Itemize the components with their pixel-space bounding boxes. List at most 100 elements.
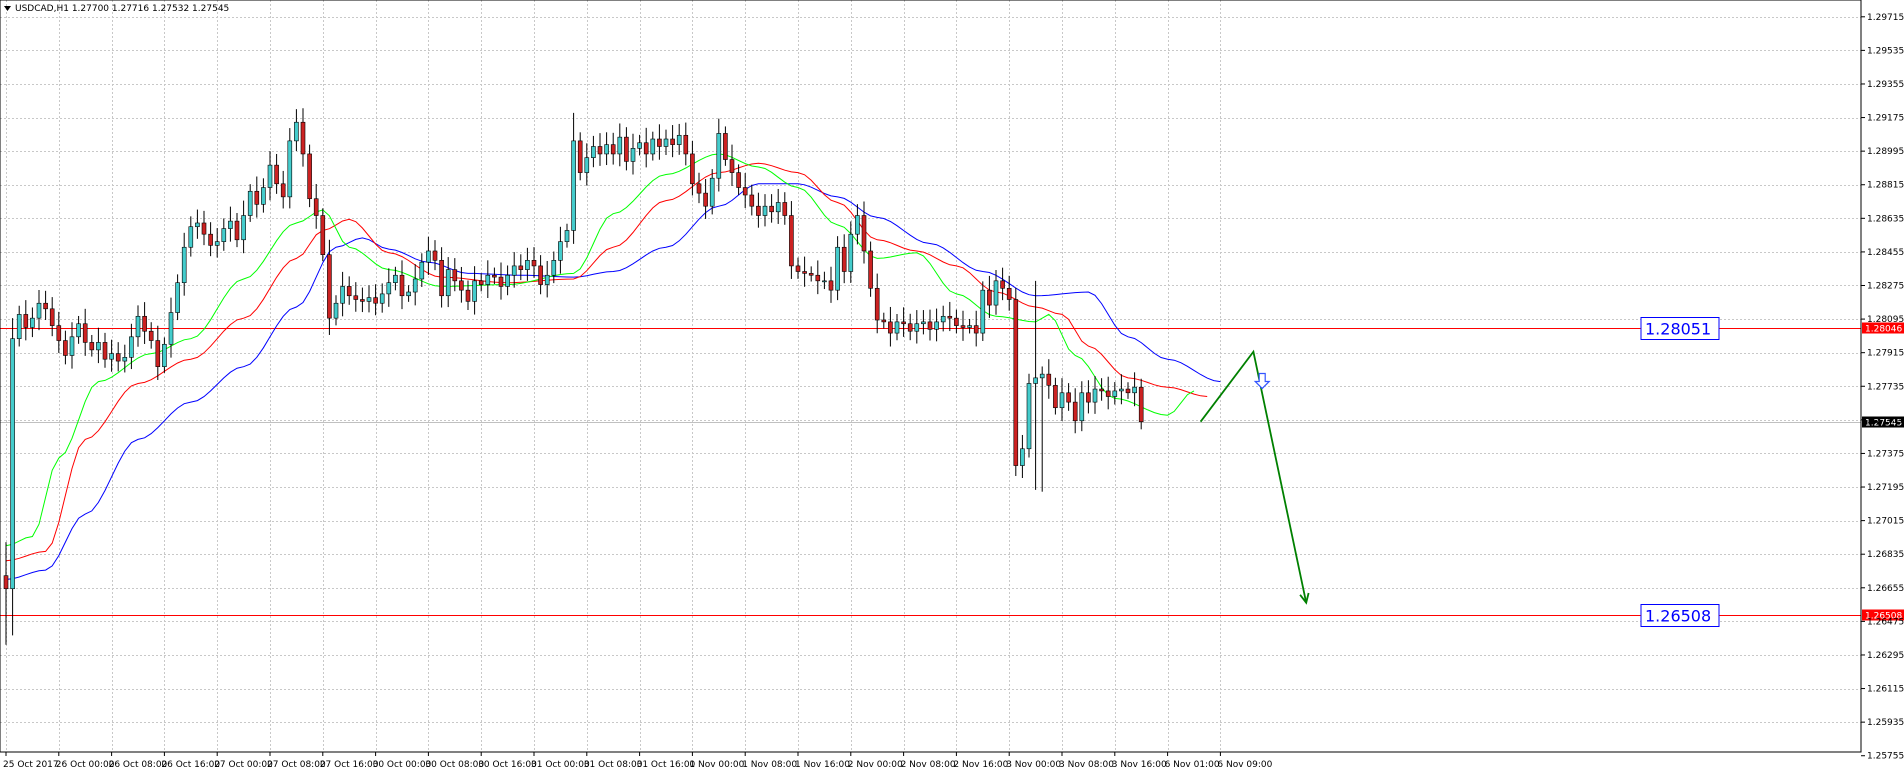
candle-bear [518,265,524,270]
candle-bear [82,323,88,343]
x-tick-label: 30 Oct 16:00 [478,760,537,770]
candle-bull [835,246,840,291]
candle-bear [657,138,662,147]
y-tick-label: 1.26835 [1867,550,1904,560]
x-tick-label: 2 Nov 16:00 [953,760,1008,770]
candle-bear [729,159,735,173]
x-tick-label: 2 Nov 00:00 [848,760,903,770]
candle-bear [610,144,616,155]
y-tick-label: 1.27375 [1867,449,1904,459]
down-arrow-icon[interactable] [1253,372,1271,390]
y-tick-label: 1.26655 [1867,584,1904,594]
candle-bear [789,215,794,267]
candle-bull [426,250,431,263]
y-tick-label: 1.27015 [1867,517,1904,527]
candle-bull [485,274,491,285]
y-tick-label: 1.25755 [1867,752,1904,762]
candle-bear [1072,401,1078,422]
candle-bull [69,336,75,356]
candle-bear [327,254,332,319]
candle-bear [142,315,147,332]
candle-bear [881,319,887,323]
candle-bear [89,342,95,351]
horizontal-levels[interactable]: 1.28046 1.28051 1.26508 1.26508 1.27545 [0,317,1904,627]
candle-bull [214,241,220,246]
candle-bear [373,297,378,304]
candle-bull [967,325,972,328]
candle-bear [1086,392,1091,403]
candle-bull [162,343,167,367]
candle-bull [1132,386,1137,394]
candle-bull [775,202,781,213]
y-tick-label: 1.29355 [1867,80,1904,90]
candle-bear [1138,386,1144,423]
candle-bear [56,325,62,341]
chart-header: USDCAD,H1 1.27700 1.27716 1.27532 1.2754… [4,4,229,14]
candle-bear [432,250,438,261]
candle-bull [181,246,187,283]
level-label-box[interactable] [1640,317,1720,340]
candle-bull [96,342,101,351]
candle-bull [1033,377,1038,384]
candle-bull [168,312,174,345]
candle-bear [452,269,458,282]
projection-drawing[interactable] [1199,349,1310,605]
candle-bull [36,302,42,319]
candle-bull [604,144,609,155]
x-tick-label: 6 Nov 09:00 [1217,760,1272,770]
candle-bear [201,222,207,235]
candle-bull [762,205,768,216]
candle-bull [1059,392,1065,409]
candle-bull [709,177,715,207]
candle-bull [30,317,35,328]
candle-bear [254,190,260,205]
x-tick-label: 27 Oct 00:00 [214,760,273,770]
candle-bear [888,321,893,334]
candle-bear [624,136,629,162]
candle-bear [643,142,649,155]
level-label-box[interactable] [1640,604,1720,627]
y-tick-label: 1.27735 [1867,382,1904,392]
candle-bear [208,233,213,246]
candle-bull [1020,448,1025,466]
candle-bear [841,246,847,272]
candle-bull [637,142,642,149]
x-tick-label: 26 Oct 16:00 [161,760,220,770]
y-tick-label: 1.26475 [1867,617,1904,627]
candle-bear [155,340,161,367]
candle-bear [43,302,48,310]
candle-bear [280,183,286,198]
candle-bull [617,136,623,155]
candle-bear [234,220,240,241]
x-tick-label: 2 Nov 08:00 [901,760,956,770]
x-tick-label: 3 Nov 08:00 [1059,760,1114,770]
candle-bear [795,265,801,272]
candle-bull [247,190,253,216]
candle-bear [115,353,121,362]
price-axis[interactable]: 1.29715 1.29535 1.29355 1.29175 1.28995 1.288… [1861,13,1904,762]
candle-bull [175,282,180,313]
projection-arrowhead [1299,592,1310,605]
candle-bear [538,265,543,285]
candle-bear [696,183,702,194]
ma-fast-line [5,153,1195,547]
candle-bear [1046,373,1052,386]
x-tick-label: 31 Oct 16:00 [637,760,696,770]
candle-bull [379,293,385,304]
candle-bear [742,187,748,196]
candle-bull [419,261,425,280]
candle-bear [802,271,807,274]
projection-path[interactable] [1199,349,1308,603]
x-tick-label: 31 Oct 00:00 [531,760,590,770]
candle-bear [723,133,728,160]
level-price-tag-label: 1.26508 [1865,612,1902,622]
candle-bear [828,280,834,291]
candle-bear [3,575,9,590]
candle-bear [1006,287,1012,300]
candle-bear [313,198,319,216]
candle-bull [406,291,411,297]
x-tick-label: 1 Nov 16:00 [795,760,850,770]
candle-bull [287,140,293,198]
